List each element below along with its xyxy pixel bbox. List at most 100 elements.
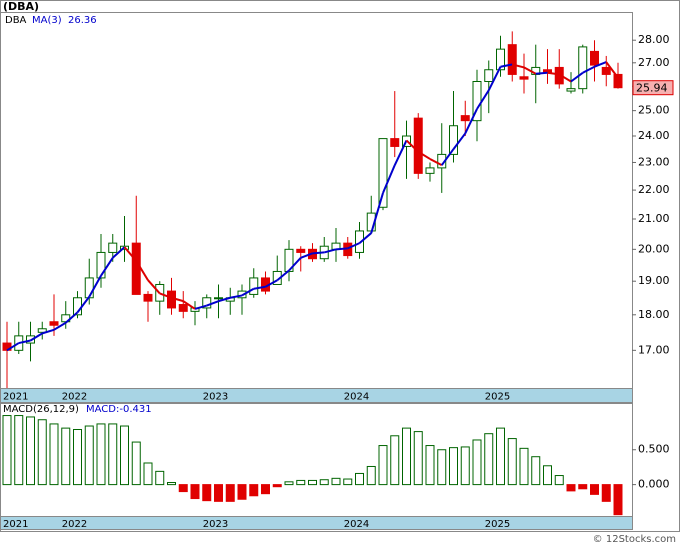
x-tick-label: 2022 <box>62 519 87 530</box>
candle-body <box>202 297 212 309</box>
ma-segment <box>147 279 161 295</box>
candle-body <box>178 304 188 312</box>
ma-segment <box>417 150 431 160</box>
ma-segment <box>440 148 455 166</box>
candle-body <box>378 138 388 208</box>
ma-segment <box>523 66 537 75</box>
macd-bar <box>319 479 329 486</box>
macd-bar <box>484 433 494 486</box>
macd-bar <box>554 475 564 486</box>
ma-segment <box>159 292 172 299</box>
macd-bar <box>378 445 388 486</box>
macd-bar <box>190 484 200 500</box>
macd-bar <box>49 423 59 486</box>
candle-body <box>214 297 223 300</box>
ma-segment <box>335 247 348 251</box>
ma-segment <box>29 332 43 342</box>
candle-body <box>543 69 552 73</box>
macd-bar <box>249 484 259 497</box>
last-price-box <box>632 80 674 96</box>
candle-body <box>249 277 259 295</box>
macd-bar <box>425 445 435 486</box>
y-tick-label: 18.00 <box>638 308 670 321</box>
macd-bar <box>120 425 129 486</box>
x-tick-label: 2025 <box>485 519 510 530</box>
y-tick-label: 21.00 <box>638 212 670 225</box>
ma-segment <box>135 260 149 281</box>
y-tick-label: 24.00 <box>638 129 670 142</box>
macd-bar <box>14 415 24 486</box>
ma-segment <box>429 158 443 167</box>
y-tick-label: 27.00 <box>638 56 670 69</box>
macd-bar <box>590 484 599 495</box>
ma-segment <box>370 192 384 234</box>
y-tick-label: 0.500 <box>638 443 670 456</box>
ma-segment <box>300 252 313 259</box>
macd-bar <box>308 479 317 486</box>
ma-segment <box>464 108 478 134</box>
macd-bar <box>519 447 529 486</box>
x-tick-label: 2021 <box>3 392 28 403</box>
y-tick-label: 23.00 <box>638 155 670 168</box>
x-tick-label: 2023 <box>203 519 228 530</box>
ma-segment <box>323 248 337 254</box>
ma-segment <box>182 300 196 310</box>
chart-title: (DBA) <box>3 0 39 13</box>
macd-bar <box>261 484 270 495</box>
macd-bar <box>460 446 470 486</box>
macd-bar <box>108 423 118 486</box>
macd-bar <box>449 447 458 486</box>
candle-body <box>108 242 118 253</box>
ma-segment <box>112 246 126 259</box>
ma-segment <box>253 285 266 290</box>
y-tick-label: 25.00 <box>638 104 670 117</box>
macd-bar <box>496 427 505 486</box>
ma-segment <box>547 71 560 76</box>
ma-segment <box>65 311 79 324</box>
ma-segment <box>171 296 184 303</box>
ma-segment <box>6 342 20 352</box>
legend-ma: MA(3) <box>32 15 62 26</box>
ma-segment <box>241 287 255 297</box>
last-price-label: 25.94 <box>636 82 668 95</box>
x-tick-label: 2022 <box>62 392 87 403</box>
macd-bar <box>225 484 235 502</box>
macd-bar <box>578 484 588 490</box>
legend-ma-value: 26.36 <box>68 15 97 26</box>
macd-bar <box>507 438 517 486</box>
macd-bar <box>73 429 82 486</box>
macd-bar <box>26 416 35 486</box>
macd-bar <box>331 477 341 486</box>
ma-segment <box>393 139 408 166</box>
ma-segment <box>582 65 595 74</box>
x-tick-label: 2021 <box>3 519 28 530</box>
candle-body <box>590 50 599 66</box>
footer: © 12Stocks.com <box>593 534 676 545</box>
ma-segment <box>347 242 360 250</box>
ma-segment <box>558 73 572 83</box>
ma-segment <box>594 61 607 68</box>
ma-segment <box>605 61 619 79</box>
ma-segment <box>570 71 584 83</box>
ma-segment <box>88 275 102 298</box>
y-tick-label: 28.00 <box>638 33 670 46</box>
candle-body <box>601 66 611 75</box>
macd-bar <box>37 419 47 486</box>
ma-segment <box>382 164 396 194</box>
ma-segment <box>76 296 91 313</box>
macd-bar <box>566 484 576 492</box>
ma-segment <box>194 304 208 310</box>
x-tick-label: 2024 <box>344 392 369 403</box>
macd-bar <box>155 470 165 486</box>
macd-bar <box>355 472 364 486</box>
x-tick-label: 2024 <box>344 519 369 530</box>
macd-bar <box>390 435 400 486</box>
ma-segment <box>500 63 513 68</box>
ma-segment <box>312 251 325 255</box>
ma-segment <box>476 89 490 110</box>
macd-bar <box>2 415 12 486</box>
x-tick-label: 2025 <box>485 392 510 403</box>
date-axis-band <box>0 516 633 530</box>
macd-bar <box>202 484 212 502</box>
candle-body <box>507 44 517 75</box>
